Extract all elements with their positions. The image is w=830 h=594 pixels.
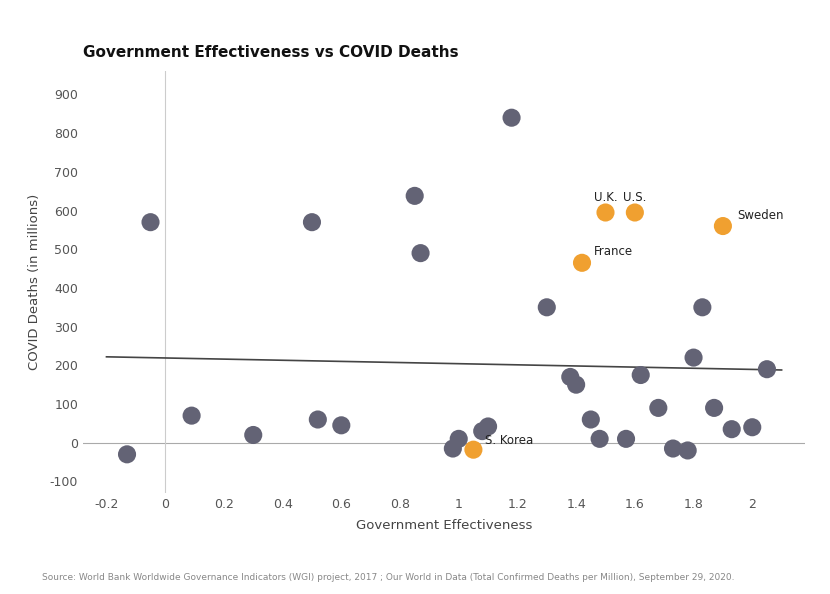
Point bbox=[628, 208, 642, 217]
Point bbox=[447, 444, 460, 453]
Point bbox=[452, 434, 466, 444]
Point bbox=[476, 426, 489, 436]
Point bbox=[619, 434, 632, 444]
Point bbox=[408, 191, 422, 201]
X-axis label: Government Effectiveness: Government Effectiveness bbox=[356, 519, 532, 532]
Text: Government Effectiveness vs COVID Deaths: Government Effectiveness vs COVID Deaths bbox=[83, 45, 459, 61]
Point bbox=[716, 222, 730, 231]
Point bbox=[666, 444, 680, 453]
Point bbox=[311, 415, 325, 424]
Point bbox=[696, 302, 709, 312]
Point bbox=[481, 422, 495, 431]
Point bbox=[540, 302, 554, 312]
Text: S. Korea: S. Korea bbox=[486, 434, 534, 447]
Y-axis label: COVID Deaths (in millions): COVID Deaths (in millions) bbox=[28, 194, 42, 370]
Point bbox=[634, 370, 647, 380]
Point bbox=[599, 208, 613, 217]
Point bbox=[745, 422, 759, 432]
Text: Source: World Bank Worldwide Governance Indicators (WGI) project, 2017 ; Our Wor: Source: World Bank Worldwide Governance … bbox=[42, 573, 734, 582]
Point bbox=[144, 217, 157, 227]
Point bbox=[760, 365, 774, 374]
Point bbox=[334, 421, 348, 430]
Point bbox=[725, 425, 739, 434]
Point bbox=[593, 434, 606, 444]
Point bbox=[687, 353, 701, 362]
Point bbox=[681, 446, 695, 455]
Point bbox=[584, 415, 598, 424]
Point bbox=[120, 450, 134, 459]
Point bbox=[247, 430, 260, 440]
Point bbox=[575, 258, 588, 267]
Text: France: France bbox=[593, 245, 633, 258]
Text: U.S.: U.S. bbox=[623, 191, 647, 204]
Point bbox=[707, 403, 720, 413]
Point bbox=[564, 372, 577, 382]
Point bbox=[466, 445, 480, 454]
Point bbox=[569, 380, 583, 390]
Text: Sweden: Sweden bbox=[738, 209, 784, 222]
Point bbox=[505, 113, 518, 122]
Point bbox=[305, 217, 319, 227]
Point bbox=[414, 248, 427, 258]
Point bbox=[652, 403, 665, 413]
Text: U.K.: U.K. bbox=[593, 191, 618, 204]
Point bbox=[185, 411, 198, 421]
